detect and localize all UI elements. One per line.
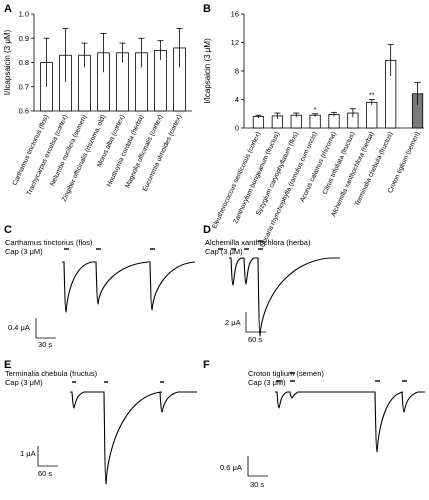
panel-letter-e: E (4, 359, 11, 371)
trace-title-f: Croton tiglium (semen) (248, 369, 324, 378)
scale-y-label-f: 0.6 μA (220, 463, 242, 472)
stimulus-label-c: Cap (3 μM) (5, 247, 43, 256)
scale-x-label-e: 60 s (38, 469, 52, 478)
trace-title-d: Alchemilla xanthochlora (herba) (205, 238, 311, 247)
trace-panel-c: Carthamus tinctorius (flos) Cap (3 μM) 0… (5, 238, 195, 349)
significance-mark: ** (369, 93, 375, 100)
scale-bar-d (245, 312, 266, 333)
y-tick-label: 0.9 (19, 34, 29, 43)
panel-letter-d: D (203, 224, 211, 236)
bar (252, 116, 265, 129)
scale-bar-e (37, 446, 58, 467)
x-category-label: Terminalia chebula (fructus) (354, 131, 395, 207)
stimulus-label-d: Cap (3 μM) (205, 247, 243, 256)
scale-x-label-f: 30 s (250, 480, 264, 489)
y-axis-label: I/Icapsaicin (3 μM) (3, 29, 12, 95)
trace-panel-d: Alchemilla xanthochlora (herba) Cap (3 μ… (205, 238, 340, 344)
scale-bar-c (35, 318, 56, 339)
panel-letter-c: C (4, 224, 12, 236)
y-tick-label: 12 (231, 38, 239, 47)
scale-y-label-e: 1 μA (20, 449, 36, 458)
current-trace-d (229, 257, 340, 337)
y-tick-label: 4 (235, 95, 239, 104)
scale-x-label-d: 60 s (248, 335, 262, 344)
y-tick-label: 1.0 (19, 10, 29, 19)
application-marks-d (218, 240, 263, 250)
trace-panel-f: Croton tiglium (semen) Cap (3 μM) 0.6 μA… (220, 369, 425, 489)
x-category-label: Nelumbo nucifera (semen) (49, 114, 88, 187)
application-marks-f (276, 372, 407, 382)
trace-panel-e: Terminalia chebula (fructus) Cap (3 μM) … (5, 369, 197, 485)
panel-letter-b: B (203, 3, 211, 15)
x-category-label: Carthamus tinctorius (flos) (11, 114, 50, 187)
current-trace-c (62, 261, 195, 313)
scale-y-label-d: 2 μA (225, 318, 241, 327)
current-trace-f (275, 391, 425, 453)
x-category-label: Magnolia officinalis (cortex) (124, 114, 164, 189)
x-category-label: Eucommia ulmoides (cortex) (142, 114, 184, 193)
y-tick-label: 0.7 (19, 82, 29, 91)
current-trace-e (70, 391, 197, 485)
scale-x-label-c: 30 s (38, 340, 52, 349)
bar-chart-a: 0.6 0.7 0.8 0.9 1.0 I/Icapsaicin (3 μM) Cartha… (3, 10, 192, 203)
y-tick-label: 0.6 (19, 107, 29, 116)
stimulus-label-f: Cap (3 μM) (248, 378, 286, 387)
y-tick-label: 8 (235, 67, 239, 76)
scale-y-label-c: 0.4 μA (8, 323, 30, 332)
y-axis-label: I/Icapsaicin (3 μM) (203, 38, 212, 104)
trace-title-e: Terminalia chebula (fructus) (5, 369, 98, 378)
x-category-label: Croton tiglium (semen) (387, 131, 422, 194)
y-tick-label: 0 (235, 124, 239, 133)
bar (366, 101, 378, 129)
significance-mark: * (314, 107, 317, 114)
y-tick-label: 0.8 (19, 58, 29, 67)
panel-letter-a: A (4, 3, 12, 15)
trace-title-c: Carthamus tinctorius (flos) (5, 238, 93, 247)
stimulus-label-e: Cap (3 μM) (5, 378, 43, 387)
x-category-label: Acorus calamus (rhizoma) (299, 131, 338, 203)
panel-letter-f: F (203, 359, 210, 371)
scale-bar-f (247, 456, 268, 477)
bar (309, 114, 321, 129)
y-tick-label: 16 (231, 10, 239, 19)
x-category-label: Houttuynia cordata (herba) (106, 114, 145, 188)
